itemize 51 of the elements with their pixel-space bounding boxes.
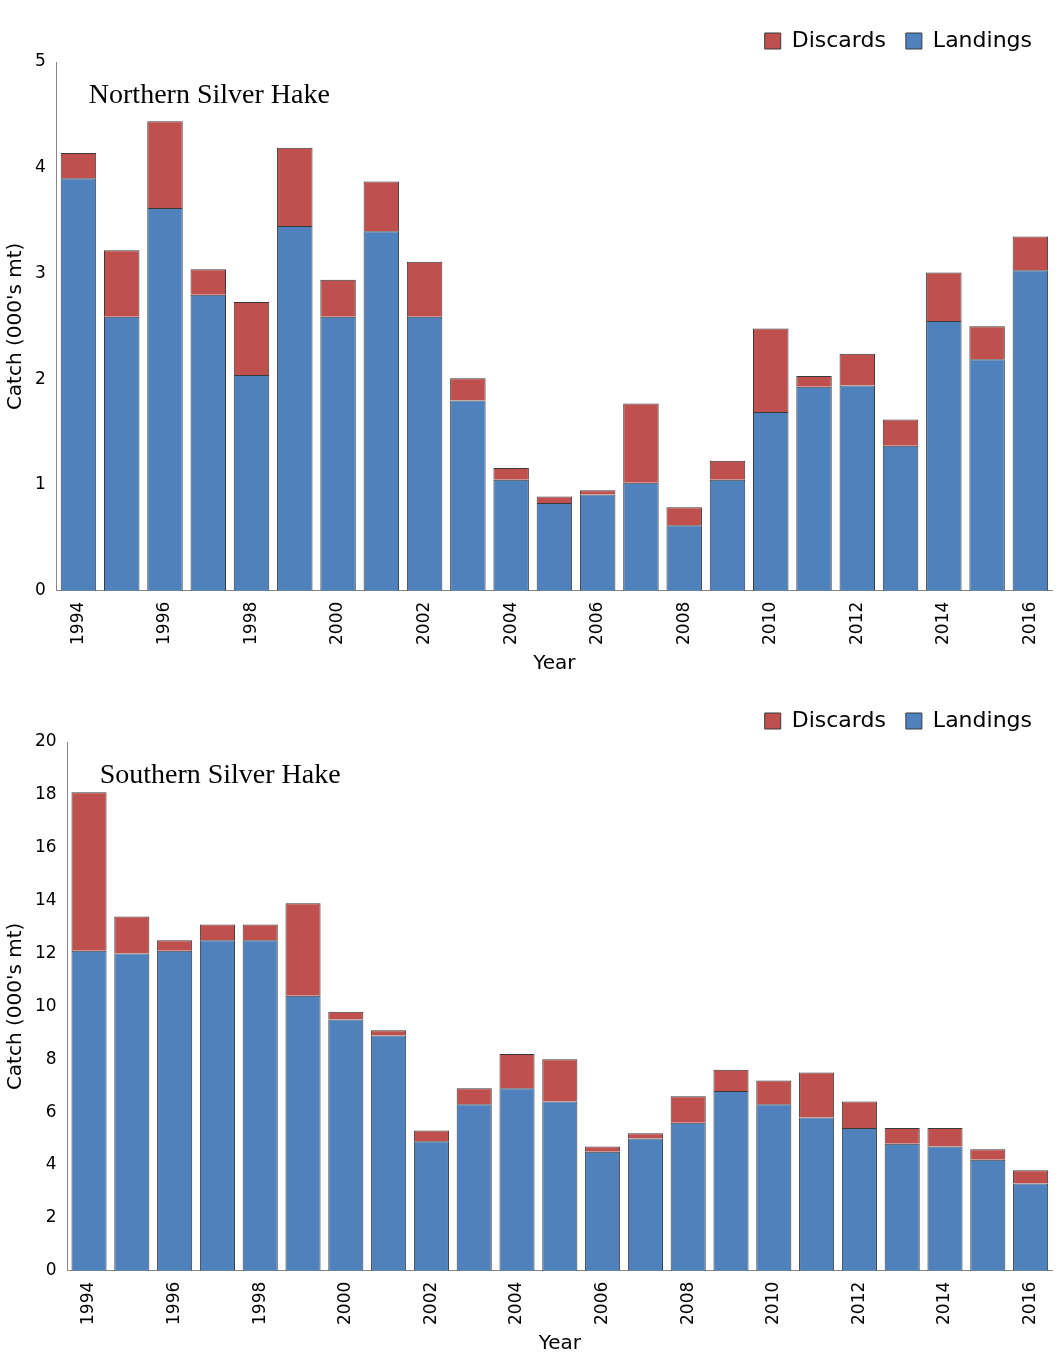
y-tick-label: 12	[34, 941, 57, 962]
x-tick-label: 1996	[153, 601, 174, 645]
y-axis-title: Catch (000's mt)	[2, 922, 27, 1091]
y-tick-label: 16	[34, 836, 57, 857]
x-tick-label: 2002	[419, 1281, 440, 1325]
x-tick-label: 1994	[77, 1281, 98, 1325]
y-tick-label: 4	[45, 1153, 57, 1174]
x-tick-label: 2014	[933, 1281, 954, 1325]
x-tick-label: 2016	[1018, 601, 1039, 645]
x-tick-label: 2012	[845, 601, 866, 645]
x-tick-label: 2000	[326, 601, 347, 645]
y-tick-label: 20	[34, 730, 57, 751]
x-tick-label: 1998	[248, 1281, 269, 1325]
y-axis-title: Catch (000's mt)	[2, 242, 27, 411]
x-tick-label: 2014	[932, 601, 953, 645]
x-tick-label: 2002	[413, 601, 434, 645]
x-tick-label: 2006	[586, 601, 607, 645]
x-axis-title: Year	[532, 650, 577, 675]
legend-label: Discards	[791, 706, 886, 732]
x-tick-label: 2008	[676, 1281, 697, 1325]
x-tick-label: 2004	[499, 601, 520, 645]
y-tick-label: 3	[34, 261, 46, 282]
text: Northern Silver Hake	[88, 78, 330, 110]
y-tick-label: 14	[34, 889, 57, 910]
y-tick-label: 1	[34, 473, 46, 494]
y-tick-label: 10	[34, 994, 57, 1015]
y-tick-label: 2	[34, 367, 46, 388]
x-axis-title: Year	[537, 1330, 582, 1355]
y-tick-label: 4	[34, 156, 46, 177]
y-tick-label: 2	[45, 1206, 57, 1227]
legend-label: Landings	[932, 26, 1033, 52]
x-tick-label: 2008	[672, 601, 693, 645]
x-tick-label: 2006	[591, 1281, 612, 1325]
x-tick-label: 1994	[66, 601, 87, 645]
y-tick-label: 5	[34, 50, 46, 71]
legend-label: Landings	[932, 706, 1033, 732]
x-tick-label: 2010	[762, 1281, 783, 1325]
x-tick-label: 1996	[163, 1281, 184, 1325]
x-tick-label: 1998	[239, 601, 260, 645]
x-tick-label: 2000	[334, 1281, 355, 1325]
x-tick-label: 2010	[759, 601, 780, 645]
y-tick-label: 18	[34, 783, 57, 804]
y-tick-label: 6	[45, 1100, 57, 1121]
x-tick-label: 2004	[505, 1281, 526, 1325]
y-tick-label: 0	[45, 1259, 57, 1280]
x-tick-label: 2012	[847, 1281, 868, 1325]
y-tick-label: 8	[45, 1047, 57, 1068]
text: Southern Silver Hake	[99, 758, 341, 790]
legend-label: Discards	[791, 26, 886, 52]
x-tick-label: 2016	[1019, 1281, 1040, 1325]
y-tick-label: 0	[34, 579, 46, 600]
